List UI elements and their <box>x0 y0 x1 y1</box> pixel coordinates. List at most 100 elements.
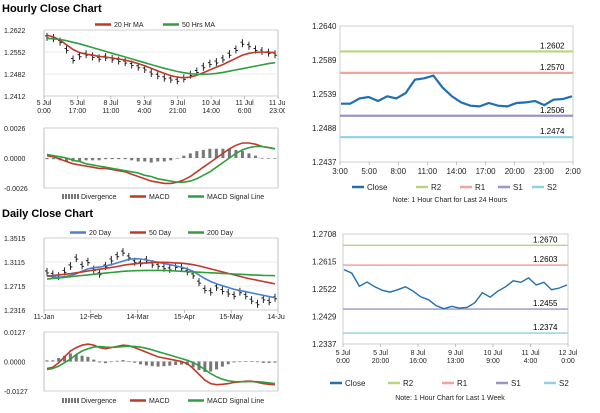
divergence-bar <box>104 158 108 160</box>
x-tick-label: 11 Jul 4:00 <box>521 350 540 365</box>
divergence-bar <box>80 355 84 362</box>
divergence-bar <box>78 158 82 162</box>
divergence-bar <box>253 155 257 158</box>
divergence-bar <box>121 360 125 362</box>
ma-line-0 <box>46 34 276 79</box>
x-tick-label: 14:00 <box>446 167 467 176</box>
divergence-bar <box>273 361 277 363</box>
divergence-bar <box>133 361 137 363</box>
y-tick-label: -0.0127 <box>4 389 28 396</box>
divergence-bar <box>209 361 213 372</box>
x-tick-label: 15-Apr <box>174 314 196 321</box>
divergence-bar <box>168 361 172 366</box>
divergence-bar <box>74 354 78 362</box>
divergence-bar <box>97 158 101 161</box>
level-label-s1: 1.2506 <box>540 106 565 115</box>
y-tick-label: 1.2622 <box>4 28 26 35</box>
divergence-bar <box>139 361 143 365</box>
x-tick-label: 5:00 <box>361 167 377 176</box>
legend-item-swatch <box>68 194 70 199</box>
divergence-bar <box>65 158 69 162</box>
plot-frame <box>339 25 574 163</box>
divergence-bar <box>92 359 96 362</box>
divergence-bar <box>266 158 270 159</box>
y-tick-label: 1.3115 <box>4 260 25 267</box>
x-tick-label: 12 Jul 0:00 <box>559 350 578 365</box>
legend-item: R2 <box>403 379 414 388</box>
divergence-bar <box>98 361 102 363</box>
divergence-bar <box>45 158 49 160</box>
divergence-bar <box>195 151 199 158</box>
legend-item: S2 <box>559 379 569 388</box>
divergence-bar <box>188 153 192 158</box>
legend-item: R1 <box>457 379 468 388</box>
divergence-bar <box>91 158 95 161</box>
x-tick-label: 5 Jul 0:00 <box>336 350 351 365</box>
hourly-section-title: Hourly Close Chart <box>2 3 102 15</box>
divergence-bar <box>214 148 218 158</box>
ma-line-2 <box>46 269 276 280</box>
divergence-bar <box>179 361 183 365</box>
chart-note: Note: 1 Hour Chart for Last 1 Week <box>395 395 505 402</box>
divergence-bar <box>156 158 160 162</box>
y-tick-label: 1.2708 <box>312 230 337 239</box>
divergence-bar <box>68 353 72 362</box>
y-tick-label: 1.2715 <box>4 284 26 291</box>
x-tick-label: 23:00 <box>534 167 555 176</box>
x-tick-label: 11:00 <box>418 167 438 176</box>
divergence-bar <box>215 361 219 370</box>
divergence-bar <box>130 158 134 161</box>
legend-item: Divergence <box>81 398 117 405</box>
legend-item-swatch <box>77 194 79 199</box>
level-label-s2: 1.2374 <box>533 323 558 332</box>
y-tick-label: 1.2552 <box>4 50 26 57</box>
x-tick-label: 10 Jul 9:00 <box>484 350 503 365</box>
legend-item: MACD Signal Line <box>207 194 264 201</box>
y-tick-label: 0.0000 <box>4 360 26 367</box>
divergence-bar <box>227 148 231 158</box>
divergence-bar <box>191 361 195 368</box>
divergence-bar <box>203 361 207 372</box>
x-tick-label: 5 Jul 17:00 <box>69 100 87 115</box>
divergence-bar <box>232 361 236 363</box>
divergence-bar <box>226 361 230 365</box>
level-label-r1: 1.2570 <box>540 63 565 72</box>
legend-item: MACD Signal Line <box>207 398 264 405</box>
x-tick-label: 8 Jul 11:00 <box>102 100 119 115</box>
divergence-bar <box>110 158 114 160</box>
divergence-bar <box>208 148 212 158</box>
divergence-bar <box>240 151 244 158</box>
divergence-bar <box>103 361 107 364</box>
divergence-bar <box>51 360 55 362</box>
divergence-bar <box>127 361 131 362</box>
x-tick-label: 10 Jul 14:00 <box>202 100 221 115</box>
legend-item-swatch <box>71 194 73 199</box>
y-tick-label: 1.2615 <box>312 258 337 267</box>
x-tick-label: 5 Jul 0:00 <box>37 100 52 115</box>
plot-frame <box>43 29 279 97</box>
legend-item: Divergence <box>81 194 117 201</box>
x-tick-label: 9 Jul 21:00 <box>169 100 187 115</box>
chart-note: Note: 1 Hour Chart for Last 24 Hours <box>393 197 508 204</box>
x-tick-label: 8 Jul 16:00 <box>409 350 427 365</box>
hourly-macd-chart: 0.0026 0.0000 -0.0026 Divergence MACD MACD Si… <box>4 126 279 201</box>
macd-signal-line <box>46 145 276 184</box>
y-tick-label: 1.2539 <box>312 90 337 99</box>
x-tick-label: 14-Jun <box>267 314 285 321</box>
divergence-bar <box>144 361 148 366</box>
legend-item-swatch <box>74 194 76 199</box>
ma-line-1 <box>46 261 276 285</box>
x-tick-label: 14-Mar <box>127 314 150 321</box>
y-tick-label: 0.0026 <box>4 126 26 133</box>
divergence-bar <box>115 360 119 362</box>
divergence-bar <box>117 158 121 160</box>
legend-item: 50 Day <box>149 230 172 237</box>
divergence-bar <box>109 361 113 363</box>
divergence-bar <box>63 355 67 362</box>
divergence-bar <box>84 158 88 161</box>
y-tick-label: 1.2488 <box>312 124 337 133</box>
x-tick-label: 17:00 <box>476 167 497 176</box>
divergence-bar <box>123 158 127 160</box>
daily-section-title: Daily Close Chart <box>2 208 94 220</box>
